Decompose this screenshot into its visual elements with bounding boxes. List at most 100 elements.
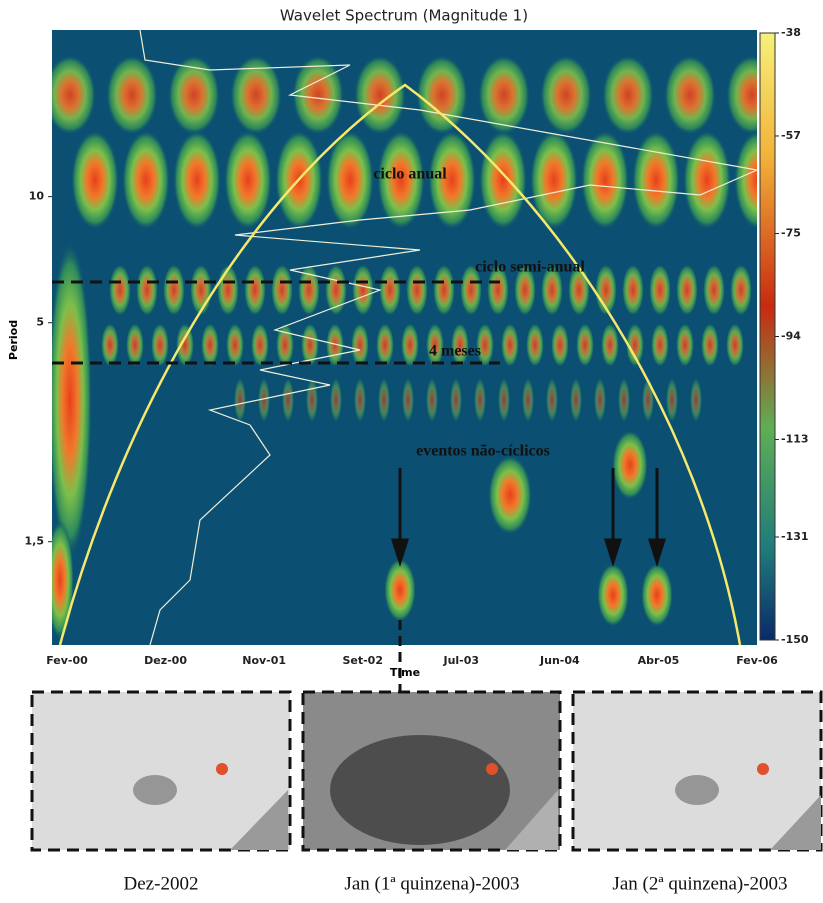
spectrum-blob xyxy=(428,130,476,230)
urban-area xyxy=(675,775,719,805)
spectrum-blob xyxy=(379,264,401,316)
spectrum-blob xyxy=(122,130,170,230)
spectrum-blob xyxy=(217,264,239,316)
spectrum-blob xyxy=(551,323,569,367)
spectrum-blob xyxy=(703,264,725,316)
spectrum-blob xyxy=(352,264,374,316)
x-tick-label: Fev-06 xyxy=(736,654,778,667)
spectrum-blob xyxy=(676,264,698,316)
site-marker xyxy=(757,763,769,775)
spectrum-blob xyxy=(234,378,246,422)
sea xyxy=(230,790,288,850)
colorbar-tick-label: -113 xyxy=(781,432,809,445)
spectrum-blob xyxy=(376,323,394,367)
colorbar xyxy=(759,32,776,641)
spectrum-blob xyxy=(601,323,619,367)
x-tick-label: Dez-00 xyxy=(144,654,187,667)
urban-area xyxy=(133,775,177,805)
spectrum-blob xyxy=(594,378,606,422)
x-axis-label: Time xyxy=(390,666,420,679)
panel-caption: Jan (2ª quinzena)-2003 xyxy=(612,873,787,894)
x-tick-label: Jul-03 xyxy=(442,654,479,667)
colorbar-tick-label: -75 xyxy=(781,227,801,240)
spectrum-blob xyxy=(301,323,319,367)
map-panel xyxy=(571,690,823,852)
spectrum-blob xyxy=(101,323,119,367)
annotation: ciclo anual xyxy=(373,166,447,183)
spectrum-blob xyxy=(351,323,369,367)
spectrum-blob xyxy=(612,430,648,500)
spectrum-blob xyxy=(676,323,694,367)
arrow-head xyxy=(603,538,623,567)
spectrum-blob xyxy=(244,264,266,316)
spectrum-blob xyxy=(126,323,144,367)
spectrum-blob xyxy=(487,264,509,316)
spectrum-blob xyxy=(641,563,673,627)
spectrum-blob xyxy=(306,378,318,422)
spectrum-blob xyxy=(109,264,131,316)
spectrum-blob xyxy=(726,55,757,135)
overlay-lines xyxy=(52,30,757,645)
chart-title: Wavelet Spectrum (Magnitude 1) xyxy=(280,7,528,25)
cone-of-influence xyxy=(58,83,742,645)
spectrum-blob xyxy=(298,264,320,316)
map-panel xyxy=(30,690,292,852)
spectrum-blob xyxy=(618,378,630,422)
x-tick-label: Fev-00 xyxy=(46,654,88,667)
maps xyxy=(30,690,823,852)
spectrum-blob xyxy=(602,55,654,135)
spectrum-blob xyxy=(546,378,558,422)
x-tick-label: Abr-05 xyxy=(638,654,680,667)
spectrum-blob xyxy=(451,323,469,367)
spectrum-blob xyxy=(450,378,462,422)
spectrum-blob xyxy=(136,264,158,316)
spectrum-blob xyxy=(530,130,578,230)
x-tick-label: Nov-01 xyxy=(242,654,286,667)
x-tick-label: Jun-04 xyxy=(539,654,580,667)
spectrum-blob xyxy=(282,378,294,422)
y-tick-label: 1,5 xyxy=(25,535,45,548)
spectrum-blob xyxy=(354,55,406,135)
spectrum-blob xyxy=(576,323,594,367)
site-marker xyxy=(216,763,228,775)
spectrum-blob xyxy=(664,55,716,135)
spectrum-blob xyxy=(570,378,582,422)
spectrum-blob xyxy=(666,378,678,422)
spectrum-blob xyxy=(426,378,438,422)
spectrum-blob xyxy=(190,264,212,316)
map-panel xyxy=(301,690,562,852)
spectrum-blob xyxy=(330,378,342,422)
spectrum-blob xyxy=(52,520,74,640)
arrow-head xyxy=(390,538,410,567)
spectrum-blob xyxy=(726,323,744,367)
sea xyxy=(770,795,821,850)
map xyxy=(571,690,823,852)
spectrum-blob xyxy=(71,130,119,230)
spectrum-blob xyxy=(230,55,282,135)
spectrum-blob xyxy=(168,55,220,135)
spectrum-blob xyxy=(406,264,428,316)
spectrum-blob xyxy=(626,323,644,367)
spectrum-blob xyxy=(176,323,194,367)
sea xyxy=(505,790,558,850)
spectrum-blob xyxy=(622,264,644,316)
spectrum-blob xyxy=(488,455,532,535)
spectrum-blob xyxy=(433,264,455,316)
spectrum-blob xyxy=(651,323,669,367)
spectrum-blob xyxy=(478,55,530,135)
colorbar-tick-label: -38 xyxy=(781,26,801,39)
spectrum-blob xyxy=(690,378,702,422)
spectrum-blob xyxy=(476,323,494,367)
annotation: ciclo semi-anual xyxy=(475,259,585,276)
global-spectrum-line xyxy=(139,30,757,645)
spectrum-blob xyxy=(498,378,510,422)
spectrum-blob xyxy=(326,130,374,230)
spectrum-blob xyxy=(683,130,731,230)
spectrum-blob xyxy=(384,558,416,622)
spectrum-blob xyxy=(251,323,269,367)
annotation: eventos não-cíclicos xyxy=(416,443,550,460)
colorbar-tick-label: -131 xyxy=(781,530,809,543)
spectrum-blob xyxy=(271,264,293,316)
spectrum-blob xyxy=(597,563,629,627)
